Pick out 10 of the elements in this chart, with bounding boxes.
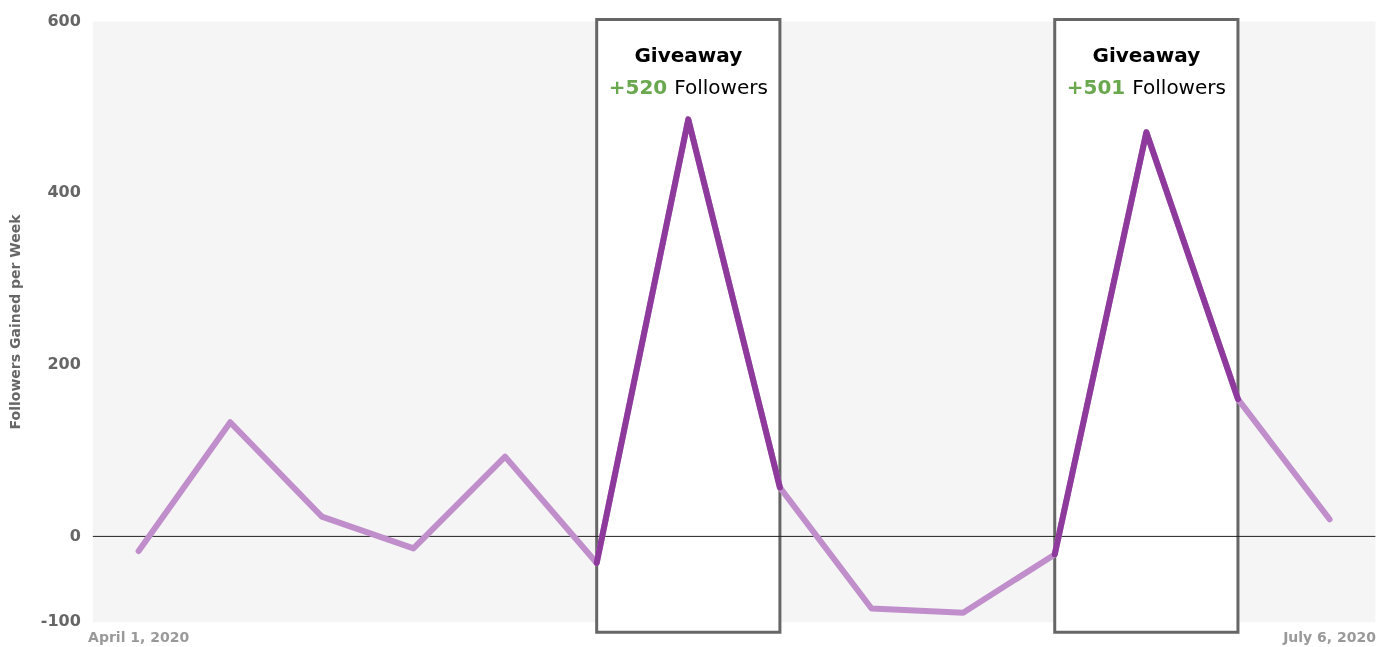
annotation: Giveaway +501 Followers [1066, 42, 1226, 99]
x-tick-label: April 1, 2020 [88, 629, 190, 646]
annotation: Giveaway +520 Followers [608, 42, 768, 99]
y-tick-label: 200 [47, 353, 81, 373]
y-axis-title: Followers Gained per Week [7, 213, 24, 430]
y-tick-label: 400 [47, 182, 81, 202]
x-tick-label: July 6, 2020 [1282, 629, 1376, 646]
y-tick-label: 600 [47, 10, 81, 30]
y-tick-label: 0 [69, 525, 81, 545]
y-tick-label: -100 [40, 611, 81, 631]
